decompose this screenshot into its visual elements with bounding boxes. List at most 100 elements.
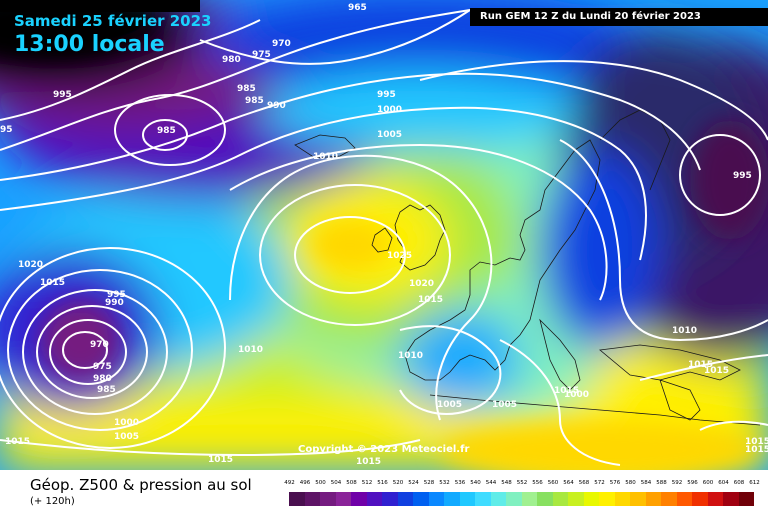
legend-tick-label: 576 <box>609 480 621 486</box>
legend-color-swatch <box>676 492 692 506</box>
isobar-label: 1015 <box>554 386 579 396</box>
legend-color-swatch <box>707 492 723 506</box>
legend-color-swatch <box>583 492 599 506</box>
legend-tick-label: 584 <box>640 480 652 486</box>
legend-color-swatch <box>397 492 413 506</box>
legend-color-swatch <box>428 492 444 506</box>
coastlines <box>294 109 761 426</box>
legend-tick-label: 504 <box>330 480 342 486</box>
legend-tick-label: 596 <box>687 480 698 486</box>
pressure-labels: 965 970 975 980 985 985 990 995 995 1000… <box>0 3 768 467</box>
isobar-label: 970 <box>272 39 291 49</box>
isobar-label: 1010 <box>238 345 263 355</box>
isobar-label: 995 <box>53 90 72 100</box>
legend-tick-label: 588 <box>656 480 667 486</box>
copyright-notice: Copyright © 2023 Meteociel.fr <box>298 444 470 455</box>
legend-color-swatch <box>599 492 615 506</box>
isobar-label: 980 <box>93 374 112 384</box>
isobar-label: 1000 <box>114 418 139 428</box>
legend-color-swatch <box>490 492 506 506</box>
legend-tick-label: 572 <box>594 480 605 486</box>
isobar-label: 995 <box>377 90 396 100</box>
isobar-label: 1015 <box>704 366 729 376</box>
isobar-label: 1015 <box>5 437 30 447</box>
legend-color-swatch <box>568 492 584 506</box>
isobar-label: 1020 <box>18 260 43 270</box>
isobar-label: 1015 <box>356 457 381 467</box>
legend-color-swatch <box>382 492 398 506</box>
legend-tick-label: 580 <box>625 480 636 486</box>
legend-color-swatch <box>521 492 537 506</box>
product-title: Géop. Z500 & pression au sol <box>30 476 252 494</box>
legend-tick-label: 516 <box>377 480 388 486</box>
legend-tick-label: 540 <box>470 480 481 486</box>
legend-color-swatch <box>289 492 305 506</box>
legend-tick-label: 508 <box>346 480 357 486</box>
model-run-label: Run GEM 12 Z du Lundi 20 février 2023 <box>470 8 768 26</box>
map-footer: Géop. Z500 & pression au sol (+ 120h) 49… <box>0 470 768 512</box>
legend-color-swatch <box>630 492 646 506</box>
color-scale-legend: 492 496 500 504 508 512 516 520 524 528 532 536 540 5… <box>282 474 760 508</box>
isobar-label: 1015 <box>745 445 768 455</box>
isobar-label: 1015 <box>418 295 443 305</box>
legend-color-swatch <box>723 492 739 506</box>
isobar-label: 1005 <box>437 400 462 410</box>
isobar-label: 965 <box>348 3 367 13</box>
isobar-label: 1010 <box>398 351 423 361</box>
isobar-label: 990 <box>267 101 286 111</box>
legend-color-swatch <box>738 492 754 506</box>
legend-color-swatch <box>304 492 320 506</box>
legend-tick-label: 548 <box>501 480 512 486</box>
isobar-label: 1005 <box>492 400 517 410</box>
isobar-label: 1025 <box>387 251 412 261</box>
isobar-label: 980 <box>222 55 241 65</box>
legend-color-swatch <box>661 492 677 506</box>
legend-tick-label: 528 <box>423 480 435 486</box>
isobar-label: 95 <box>0 125 13 135</box>
legend-tick-label: 560 <box>547 480 559 486</box>
legend-tick-label: 512 <box>361 480 373 486</box>
legend-tick-label: 600 <box>702 480 714 486</box>
legend-color-swatch <box>692 492 708 506</box>
isobar-label: 1015 <box>208 455 233 465</box>
legend-tick-label: 604 <box>718 480 729 486</box>
isobar-label: 1020 <box>409 279 434 289</box>
forecast-lead-time: (+ 120h) <box>30 496 75 507</box>
isobar-label: 985 <box>245 96 264 106</box>
legend-tick-label: 536 <box>454 480 466 486</box>
isobar-label: 1015 <box>745 437 768 447</box>
legend-tick-label: 612 <box>749 480 760 486</box>
forecast-local-time: 13:00 locale <box>14 32 165 57</box>
legend-tick-label: 520 <box>392 480 404 486</box>
legend-color-swatch <box>459 492 475 506</box>
legend-color-swatch <box>645 492 661 506</box>
legend-tick-label: 532 <box>439 480 450 486</box>
legend-tick-label: 568 <box>578 480 590 486</box>
isobar-label: 1005 <box>114 432 139 442</box>
isobar-label: 985 <box>237 84 256 94</box>
legend-color-swatch <box>444 492 460 506</box>
legend-tick-label: 500 <box>315 480 326 486</box>
legend-color-swatch <box>614 492 630 506</box>
legend-color-swatch <box>335 492 351 506</box>
legend-color-swatch <box>537 492 553 506</box>
isobar-label: 975 <box>93 362 112 372</box>
legend-color-swatch <box>366 492 382 506</box>
isobar-label: 995 <box>733 171 752 181</box>
legend-color-swatch <box>320 492 336 506</box>
legend-tick-label: 496 <box>299 480 311 486</box>
isobar-label: 1010 <box>672 326 697 336</box>
isobar-label: 995 <box>107 290 126 300</box>
isobar-label: 985 <box>157 126 176 136</box>
legend-tick-label: 608 <box>733 480 745 486</box>
isobars <box>0 9 768 466</box>
isobar-label: 1005 <box>377 130 402 140</box>
isobar-label: 1015 <box>688 360 713 370</box>
legend-color-swatch <box>413 492 429 506</box>
legend-tick-label: 556 <box>532 480 543 486</box>
legend-tick-label: 544 <box>485 480 497 486</box>
legend-tick-label: 564 <box>563 480 574 486</box>
isobar-label: 1015 <box>40 278 65 288</box>
legend-color-swatch <box>552 492 568 506</box>
